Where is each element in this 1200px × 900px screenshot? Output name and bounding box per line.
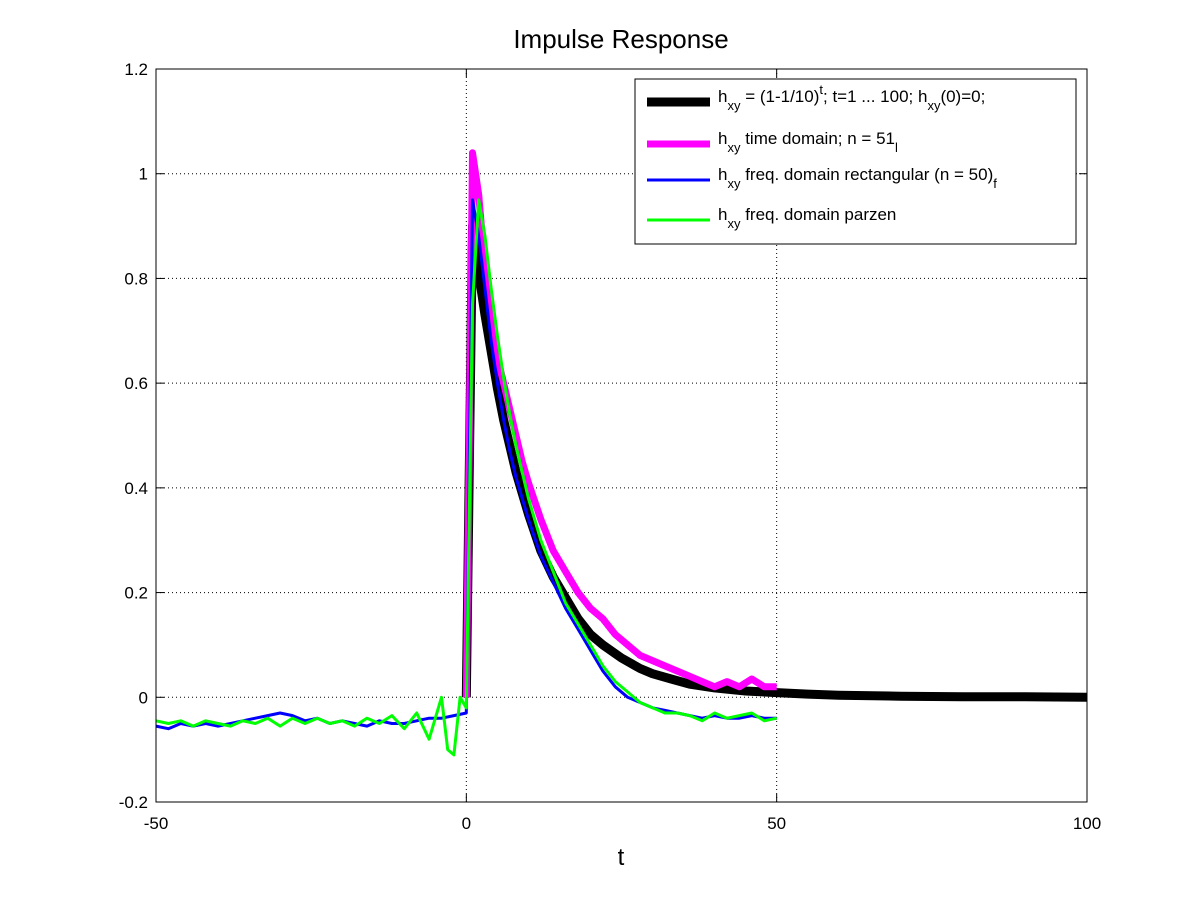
- y-tick-label: 0.2: [124, 584, 148, 603]
- x-tick-label: 0: [462, 814, 471, 833]
- y-tick-label: 1: [139, 165, 148, 184]
- y-tick-label: 0: [139, 688, 148, 707]
- x-tick-label: 100: [1073, 814, 1101, 833]
- x-tick-label: -50: [144, 814, 169, 833]
- series-line-freq_parzen: [155, 198, 778, 757]
- legend-label-freq_rect: hxy freq. domain rectangular (n = 50)f: [718, 165, 997, 191]
- legend-label-time_domain: hxy time domain; n = 51l: [718, 129, 898, 155]
- y-tick-label: 0.6: [124, 374, 148, 393]
- plot-frame: [155, 68, 1088, 803]
- axis-ticks: -50 0 50 100 -0.2 0 0.2 0.4 0.6 0.8 1 1.2: [119, 60, 1101, 833]
- legend-label-freq_parzen: hxy freq. domain parzen: [718, 205, 896, 231]
- chart-title: Impulse Response: [513, 24, 728, 54]
- y-tick-label: 0.4: [124, 479, 148, 498]
- series-line-freq_rect: [155, 198, 777, 731]
- x-axis-label: t: [618, 844, 625, 871]
- legend-label-true_response: hxy = (1-1/10)t; t=1 ... 100; hxy(0)=0;: [718, 82, 985, 113]
- legend: hxy = (1-1/10)t; t=1 ... 100; hxy(0)=0; h…: [634, 78, 1077, 245]
- x-tick-label: 50: [767, 814, 786, 833]
- series-layer: [155, 149, 1088, 757]
- series-line-time_domain: [462, 149, 777, 698]
- y-tick-label: -0.2: [119, 793, 148, 812]
- y-tick-label: 0.8: [124, 269, 148, 288]
- y-tick-label: 1.2: [124, 60, 148, 79]
